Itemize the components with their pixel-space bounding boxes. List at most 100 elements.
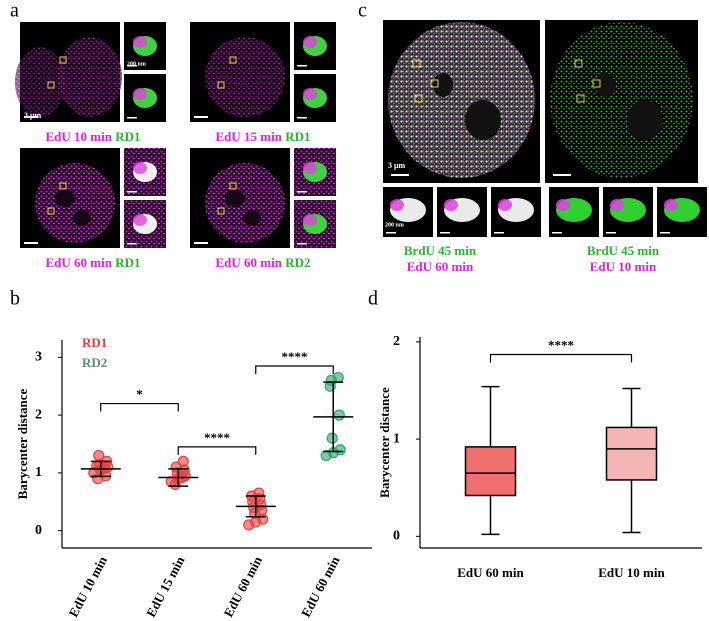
x-tick-label: EdU 60 min [298, 553, 343, 619]
significance-bracket [489, 353, 633, 363]
inset-spot [498, 199, 512, 211]
legend-entry: RD2 [82, 355, 107, 370]
outline-box [574, 59, 583, 68]
legend-entry: RD1 [82, 335, 107, 350]
x-tick-label: EdU 15 min [143, 553, 188, 619]
inset-spot [303, 162, 317, 174]
y-tick-label: 2 [35, 407, 42, 422]
image-caption: EdU 15 min RD1 [216, 129, 311, 144]
nucleus [205, 163, 285, 243]
inset-spot [664, 199, 678, 211]
nucleolus [73, 210, 91, 226]
image-caption: EdU 10 min RD1 [46, 129, 141, 144]
panel-letter: d [368, 288, 378, 310]
data-point [326, 432, 338, 444]
scale-label: 200 nm [127, 61, 146, 67]
x-tick-label: EdU 10 min [598, 565, 665, 580]
data-point [177, 455, 189, 467]
scale-bar [391, 174, 409, 176]
panel-letter: c [358, 0, 367, 22]
scale-bar [386, 232, 396, 234]
scale-bar [494, 232, 504, 234]
y-tick-label: 0 [35, 523, 42, 538]
scale-bar [194, 116, 208, 118]
caption-label: EdU 15 min [216, 129, 283, 144]
data-point [93, 449, 105, 462]
x-tick-label: EdU 60 min [221, 553, 266, 619]
outline-box [217, 81, 225, 89]
scale-label: 3 μm [388, 161, 406, 170]
scale-bar [127, 117, 137, 119]
image-caption: EdU 60 min RD2 [216, 255, 311, 270]
outline-box [47, 207, 55, 215]
nucleolus [225, 189, 245, 207]
x-tick-label: EdU 10 min [66, 553, 111, 619]
outline-box [47, 81, 55, 89]
caption-channel: RD1 [285, 129, 310, 144]
nucleus [550, 22, 693, 178]
inset-spot [444, 199, 458, 211]
inset-spot [133, 36, 147, 48]
data-point [332, 371, 344, 384]
nucleolus [55, 189, 75, 207]
nucleolus [465, 100, 501, 140]
inset-spot [610, 199, 624, 211]
caption-label: EdU 60 min [216, 255, 283, 270]
scale-bar [127, 243, 137, 245]
panel-letter: a [10, 0, 19, 22]
significance-label: * [136, 387, 143, 402]
nucleus [205, 37, 285, 117]
significance-bracket [177, 446, 257, 455]
box [605, 426, 658, 481]
scale-label: 3 μm [24, 111, 42, 120]
caption-label: EdU 60 min [46, 255, 113, 270]
y-axis-label: Barycenter distance [377, 387, 392, 498]
inset-spot [303, 214, 317, 226]
data-point [333, 409, 345, 421]
box [464, 446, 517, 497]
image-caption: BrdU 45 min [587, 243, 660, 258]
nucleolus [595, 73, 615, 97]
significance-label: **** [282, 349, 308, 364]
significance-label: **** [548, 337, 574, 352]
nucleus [58, 37, 122, 117]
scale-bar [297, 117, 307, 119]
scale-bar [297, 243, 307, 245]
caption-label: EdU 10 min [46, 129, 113, 144]
outline-box [229, 56, 237, 64]
inset-spot [303, 88, 317, 100]
inset-spot [133, 162, 147, 174]
significance-label: **** [204, 430, 230, 445]
nucleolus [243, 210, 261, 226]
nucleus [388, 22, 535, 178]
outline-box [576, 94, 585, 103]
nucleus [35, 163, 115, 243]
outline-box [217, 207, 225, 215]
inset-spot [133, 214, 147, 226]
outline-box [592, 79, 601, 88]
outline-box [412, 59, 421, 68]
image-caption: EdU 10 min [590, 259, 657, 274]
image-caption: EdU 60 min [407, 259, 474, 274]
scale-bar [127, 65, 137, 67]
scale-bar [440, 232, 450, 234]
inset-spot [133, 88, 147, 100]
y-axis-label: Barycenter distance [15, 388, 30, 499]
caption-channel: RD1 [115, 255, 140, 270]
x-tick-label: EdU 60 min [457, 565, 524, 580]
scale-bar [297, 191, 307, 193]
scale-bar [552, 232, 562, 234]
inset-spot [390, 199, 404, 211]
nucleolus [627, 100, 663, 140]
scale-bar [297, 65, 307, 67]
y-tick-label: 2 [393, 334, 400, 349]
outline-box [59, 56, 67, 64]
scale-bar [606, 232, 616, 234]
outline-box [229, 182, 237, 190]
scale-bar [194, 242, 208, 244]
scale-bar [24, 242, 38, 244]
image-caption: EdU 60 min RD1 [46, 255, 141, 270]
caption-channel: RD2 [285, 255, 310, 270]
scale-bar [127, 191, 137, 193]
inset-spot [556, 199, 570, 211]
